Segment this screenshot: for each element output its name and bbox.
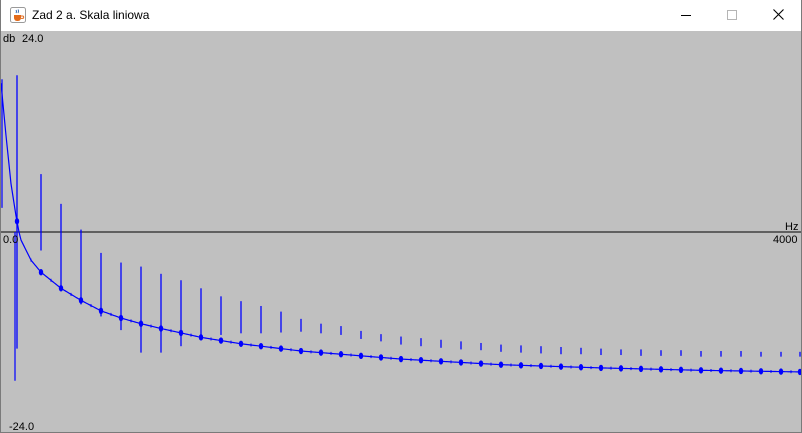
spectrum-spike-blob <box>298 347 304 355</box>
spectrum-spike-blob <box>498 361 504 368</box>
spectrum-spike-blob <box>358 352 364 360</box>
spectrum-spike-blob <box>378 354 384 361</box>
spectrum-spike-blob <box>718 367 724 374</box>
spectrum-spike-blob <box>58 285 64 292</box>
java-cup-icon <box>10 7 26 23</box>
maximize-button[interactable] <box>709 0 755 31</box>
x-min-tick-label: 0.0 <box>3 234 19 246</box>
spectrum-spike-blob <box>238 340 244 347</box>
spectrum-spike-blob <box>538 362 544 370</box>
x-max-tick-label: 4000 <box>773 234 798 246</box>
spectrum-spike-blob <box>438 358 444 365</box>
spectrum-chart <box>1 75 801 381</box>
spectrum-plot: db 24.0 0.0 Hz 4000 -24.0 <box>1 31 801 432</box>
minimize-button[interactable] <box>663 0 709 31</box>
title-bar[interactable]: Zad 2 a. Skala liniowa <box>1 0 801 31</box>
spectrum-spike-blob <box>658 366 664 373</box>
y-axis-label: db <box>3 33 16 45</box>
minimize-icon <box>681 7 691 25</box>
spectrum-spike-blob <box>398 355 404 363</box>
spectrum-spike-blob <box>558 363 564 370</box>
spectrum-spike-blob <box>258 342 264 350</box>
maximize-icon <box>727 7 737 25</box>
spectrum-spike-blob <box>698 367 704 374</box>
spectrum-spike-blob <box>778 368 784 375</box>
spectrum-spike-blob <box>738 367 744 375</box>
spectrum-spike-blob <box>338 351 344 358</box>
spectrum-spike-blob <box>158 325 164 332</box>
spectrum-spike-blob <box>418 356 424 364</box>
spectrum-spike-blob <box>598 364 604 372</box>
spectrum-spike-blob <box>618 365 624 372</box>
spectrum-spike-blob <box>458 359 464 366</box>
spectrum-spike-blob <box>678 366 684 374</box>
spectrum-spike-blob <box>318 349 324 356</box>
spectrum-spike-blob <box>98 307 104 315</box>
spectrum-spike-blob <box>218 337 224 344</box>
y-min-tick-label: -24.0 <box>9 421 35 432</box>
spectrum-spike-blob <box>138 320 144 327</box>
spectrum-spike-blob <box>38 269 44 276</box>
x-axis-label: Hz <box>785 221 799 233</box>
spectrum-spike-blob <box>518 362 524 369</box>
spectrum-spike-blob <box>638 365 644 373</box>
spectrum-spike-blob <box>118 314 124 322</box>
y-max-tick-label: 24.0 <box>22 33 44 45</box>
window-title: Zad 2 a. Skala liniowa <box>32 8 150 22</box>
spectrum-spike-blob <box>14 218 20 225</box>
close-button[interactable] <box>755 0 801 31</box>
spectrum-spike-blob <box>78 297 84 304</box>
spectrum-spike-blob <box>578 364 584 371</box>
close-icon <box>772 7 784 25</box>
spectrum-spike-blob <box>278 345 284 352</box>
spectrum-spike-blob <box>797 368 801 376</box>
spectrum-spike-blob <box>198 334 204 341</box>
spectrum-spike-blob <box>758 368 764 375</box>
spectrum-spike-blob <box>178 329 184 337</box>
spectrum-spike-blob <box>478 360 484 367</box>
